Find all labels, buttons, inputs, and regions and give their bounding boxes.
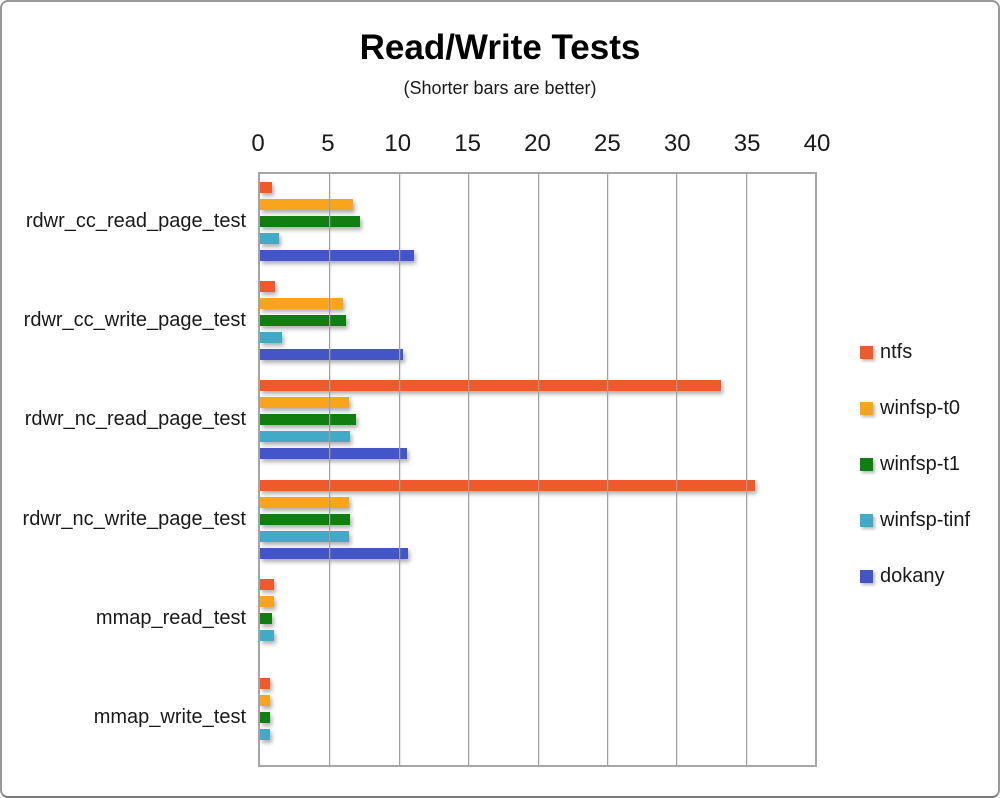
bar-winfsp-t0 — [260, 595, 274, 607]
bar-ntfs — [260, 677, 270, 689]
legend-item: dokany — [860, 564, 970, 588]
bar-ntfs — [260, 281, 276, 293]
x-tick-label: 5 — [321, 130, 335, 157]
x-tick-label: 0 — [251, 130, 265, 157]
legend-label: dokany — [880, 564, 945, 587]
bar-group — [260, 372, 815, 471]
gridline — [676, 174, 678, 765]
gridline — [606, 174, 608, 765]
bar-winfsp-tinf — [260, 332, 283, 344]
category-label: mmap_read_test — [95, 606, 246, 629]
bar-winfsp-tinf — [260, 431, 351, 443]
bar-winfsp-t0 — [260, 199, 353, 210]
legend-swatch-icon — [860, 513, 873, 527]
bar-group — [260, 571, 815, 670]
legend-swatch-icon — [860, 401, 873, 415]
x-tick-label: 20 — [524, 130, 551, 157]
bar-group — [260, 273, 815, 372]
chart-subtitle: (Shorter bars are better) — [403, 78, 597, 98]
legend-swatch-icon — [860, 345, 873, 359]
bar-winfsp-t0 — [260, 694, 270, 706]
bar-ntfs — [260, 578, 274, 590]
bar-winfsp-t1 — [260, 612, 273, 624]
legend-label: winfsp-tinf — [880, 508, 971, 531]
legend-swatch-icon — [860, 457, 873, 471]
legend-item: ntfs — [860, 340, 970, 364]
bar-group — [260, 174, 815, 273]
bar-group — [260, 472, 815, 571]
bar-ntfs — [260, 182, 273, 193]
x-tick-label: 35 — [733, 130, 761, 157]
x-tick-label: 25 — [594, 130, 621, 157]
bar-winfsp-t1 — [260, 315, 347, 327]
bar-winfsp-t0 — [260, 496, 349, 508]
gridline — [745, 174, 747, 765]
bar-dokany — [260, 250, 414, 261]
legend: ntfs winfsp-t0 winfsp-t1 winfsp-tinf dokany — [860, 340, 970, 620]
y-axis-category-labels: rdwr_cc_read_page_test rdwr_cc_write_page… — [2, 172, 246, 767]
legend-item: winfsp-t0 — [860, 396, 970, 420]
x-tick-label: 30 — [663, 130, 691, 157]
bar-winfsp-tinf — [260, 629, 274, 641]
category-label: rdwr_cc_read_page_test — [25, 210, 246, 233]
gridline — [468, 174, 470, 765]
bar-dokany — [260, 349, 403, 361]
legend-label: winfsp-t1 — [880, 452, 961, 475]
category-label: rdwr_cc_write_page_test — [23, 309, 246, 332]
bar-group — [260, 670, 815, 769]
bar-winfsp-t1 — [260, 216, 360, 227]
bar-ntfs — [260, 479, 756, 491]
bar-dokany — [260, 448, 408, 460]
gridline — [329, 174, 331, 765]
x-tick-label: 10 — [384, 130, 412, 157]
x-tick-label: 40 — [803, 130, 831, 157]
bar-winfsp-tinf — [260, 530, 349, 542]
legend-label: ntfs — [880, 340, 913, 363]
bar-winfsp-tinf — [260, 728, 271, 740]
bar-groups — [260, 174, 815, 765]
bar-winfsp-t0 — [260, 298, 344, 310]
category-label: mmap_write_test — [93, 705, 246, 728]
bar-dokany — [260, 547, 409, 559]
category-label: rdwr_nc_write_page_test — [22, 507, 246, 530]
bar-winfsp-t0 — [260, 397, 349, 409]
bar-winfsp-tinf — [260, 233, 280, 244]
gridline — [398, 174, 400, 765]
legend-item: winfsp-t1 — [860, 452, 970, 476]
legend-item: winfsp-tinf — [860, 508, 970, 532]
plot-area — [258, 172, 817, 767]
chart-title: Read/Write Tests — [359, 28, 641, 67]
x-tick-label: 15 — [454, 130, 481, 157]
legend-swatch-icon — [860, 569, 873, 583]
bar-winfsp-t1 — [260, 513, 351, 525]
bar-winfsp-t1 — [260, 414, 356, 426]
bar-ntfs — [260, 380, 721, 392]
category-label: rdwr_nc_read_page_test — [24, 408, 246, 431]
gridline — [537, 174, 539, 765]
legend-label: winfsp-t0 — [880, 396, 961, 419]
bar-winfsp-t1 — [260, 711, 271, 723]
